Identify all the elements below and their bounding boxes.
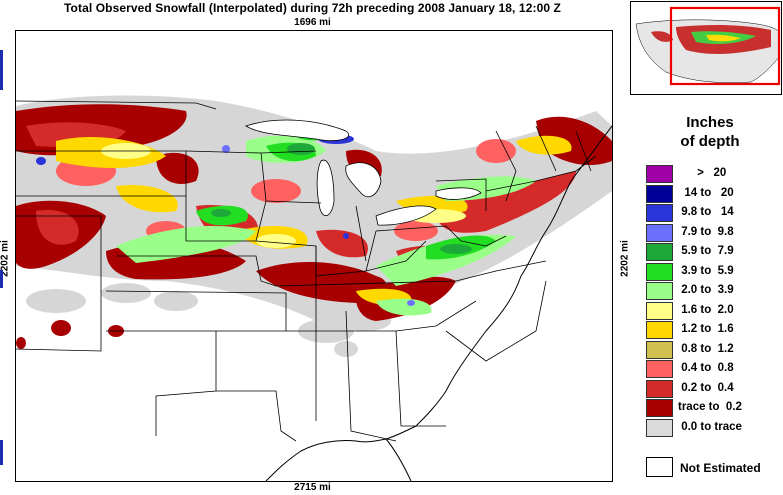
legend-item: > 20 bbox=[646, 164, 781, 183]
legend-label: 5.9 to 7.9 bbox=[678, 245, 734, 257]
legend-swatch bbox=[646, 340, 673, 359]
legend-swatch bbox=[646, 262, 673, 281]
legend-label: 2.0 to 3.9 bbox=[678, 284, 734, 296]
legend-swatch bbox=[646, 165, 673, 183]
right-dimension-label: 2202 mi bbox=[619, 240, 631, 277]
legend-label: 1.6 to 2.0 bbox=[678, 303, 734, 316]
legend-item: 0.0 to trace bbox=[646, 418, 781, 437]
edge-mark bbox=[0, 440, 3, 465]
legend-swatch bbox=[646, 399, 673, 417]
legend-item: 5.9 to 7.9 bbox=[646, 242, 781, 261]
legend-item: 14 to 20 bbox=[646, 184, 781, 203]
legend-title: Inches of depth bbox=[640, 113, 780, 151]
legend-label: > 20 bbox=[678, 167, 727, 179]
not-estimated-label: Not Estimated bbox=[680, 461, 761, 475]
state-boundaries bbox=[16, 100, 597, 442]
legend-item: 9.8 to 14 bbox=[646, 203, 781, 222]
legend-label: 0.2 to 0.4 bbox=[678, 381, 734, 394]
inset-map-graphic bbox=[635, 6, 781, 86]
legend-item: 7.9 to 9.8 bbox=[646, 223, 781, 242]
legend-item: 0.2 to 0.4 bbox=[646, 379, 781, 398]
snow-5-9-area bbox=[211, 143, 472, 254]
legend-swatch bbox=[646, 184, 673, 203]
legend-item: trace to 0.2 bbox=[646, 398, 781, 417]
legend-item: 1.2 to 1.6 bbox=[646, 320, 781, 339]
legend-item: 0.8 to 1.2 bbox=[646, 340, 781, 359]
legend-swatch bbox=[646, 360, 673, 378]
legend-label: 9.8 to 14 bbox=[678, 206, 734, 218]
legend-title-line1: Inches bbox=[686, 114, 734, 131]
legend-swatch bbox=[646, 204, 673, 222]
great-lakes bbox=[245, 119, 482, 226]
not-estimated-swatch bbox=[646, 457, 673, 477]
bottom-dimension-label: 2715 mi bbox=[294, 482, 331, 493]
legend-title-line2: of depth bbox=[680, 133, 740, 150]
snowfall-map[interactable] bbox=[15, 30, 613, 482]
legend-label: trace to 0.2 bbox=[678, 401, 742, 413]
legend-swatch bbox=[646, 379, 673, 398]
legend-swatch bbox=[646, 301, 673, 320]
legend-swatch bbox=[646, 282, 673, 300]
legend-label: 0.8 to 1.2 bbox=[678, 342, 734, 355]
legend-label: 14 to 20 bbox=[678, 186, 734, 199]
legend-label: 7.9 to 9.8 bbox=[678, 225, 734, 238]
snowfall-map-graphic bbox=[16, 95, 612, 481]
edge-mark bbox=[0, 270, 3, 288]
legend-item: 2.0 to 3.9 bbox=[646, 281, 781, 300]
view-extent-box bbox=[669, 6, 781, 86]
top-dimension-label: 1696 mi bbox=[294, 17, 331, 28]
coastline bbox=[265, 125, 612, 481]
legend-item: 3.9 to 5.9 bbox=[646, 262, 781, 281]
legend-item: 0.4 to 0.8 bbox=[646, 359, 781, 378]
legend-swatch bbox=[646, 321, 673, 339]
legend-label: 0.0 to trace bbox=[678, 420, 742, 433]
map-title: Total Observed Snowfall (Interpolated) d… bbox=[64, 1, 561, 15]
inset-overview-map[interactable] bbox=[630, 1, 782, 95]
legend-swatch bbox=[646, 223, 673, 242]
edge-mark bbox=[0, 50, 3, 90]
legend-item: 1.6 to 2.0 bbox=[646, 301, 781, 320]
legend-label: 0.4 to 0.8 bbox=[678, 362, 734, 374]
legend-swatch bbox=[646, 418, 673, 437]
legend-swatch bbox=[646, 243, 673, 261]
legend-label: 1.2 to 1.6 bbox=[678, 323, 734, 335]
legend-label: 3.9 to 5.9 bbox=[678, 264, 734, 277]
